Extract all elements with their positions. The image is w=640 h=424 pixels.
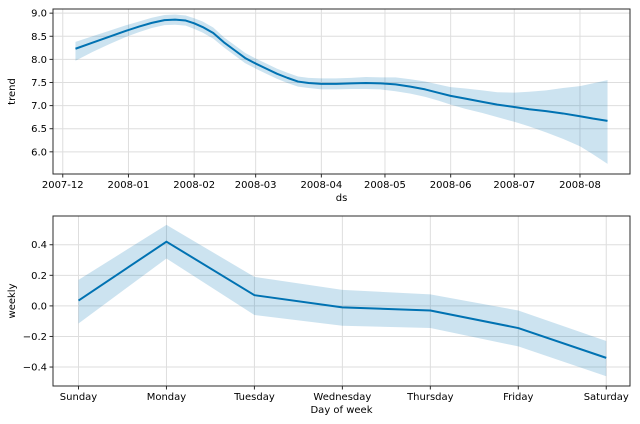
x-tick-label: 2008-05 xyxy=(364,180,406,191)
x-tick-label: Tuesday xyxy=(233,392,275,403)
tick-marks xyxy=(49,244,607,390)
y-tick-label: 9.0 xyxy=(31,9,47,20)
y-tick-label: 6.5 xyxy=(31,124,47,135)
y-tick-label: 8.5 xyxy=(31,32,47,43)
x-tick-label: 2008-07 xyxy=(493,180,535,191)
axes-border xyxy=(52,215,631,387)
x-tick-label: 2008-02 xyxy=(173,180,215,191)
tick-marks xyxy=(49,12,581,178)
y-tick-labels: 6.0 6.5 7.0 7.5 8.0 8.5 9.0 xyxy=(31,9,47,159)
weekly-axes: Sunday Monday Tuesday Wednesday Thursday Frid… xyxy=(7,215,631,416)
weekly-uncertainty-band xyxy=(78,224,607,377)
x-tick-label: Friday xyxy=(503,392,533,403)
y-tick-label: 7.5 xyxy=(31,78,47,89)
y-axis-label: trend xyxy=(7,78,18,105)
y-tick-label: 7.0 xyxy=(31,101,47,112)
y-tick-label: 8.0 xyxy=(31,55,47,66)
y-tick-label: −0.4 xyxy=(23,363,47,374)
x-tick-label: 2007-12 xyxy=(42,180,84,191)
x-tick-label: 2008-01 xyxy=(108,180,150,191)
trend-line xyxy=(75,18,608,122)
y-axis-label: weekly xyxy=(7,283,18,318)
x-tick-label: 2008-08 xyxy=(559,180,601,191)
y-tick-label: 0.2 xyxy=(31,271,47,282)
grid-lines xyxy=(53,216,630,386)
x-tick-label: Sunday xyxy=(60,392,97,403)
x-axis-label: ds xyxy=(336,193,348,204)
y-tick-labels: −0.4 −0.2 0.0 0.2 0.4 xyxy=(23,240,47,373)
x-tick-label: Monday xyxy=(147,392,187,403)
x-tick-label: 2008-03 xyxy=(235,180,277,191)
x-tick-label: Wednesday xyxy=(313,392,371,403)
weekly-line xyxy=(77,240,607,359)
y-tick-label: 0.4 xyxy=(31,240,47,251)
x-tick-labels: 2007-12 2008-01 2008-02 2008-03 2008-04 2008-… xyxy=(42,180,601,191)
x-tick-labels: Sunday Monday Tuesday Wednesday Thursday Frid… xyxy=(60,392,629,403)
axes-border xyxy=(52,8,631,175)
x-tick-label: Thursday xyxy=(406,392,454,403)
y-tick-label: −0.2 xyxy=(23,332,47,343)
trend-axes: 2007-12 2008-01 2008-02 2008-03 2008-04 2008-… xyxy=(7,8,631,204)
x-tick-label: 2008-04 xyxy=(300,180,342,191)
grid-lines xyxy=(53,9,630,174)
y-tick-label: 6.0 xyxy=(31,147,47,158)
x-tick-label: 2008-06 xyxy=(430,180,472,191)
x-tick-label: Saturday xyxy=(584,392,629,403)
y-tick-label: 0.0 xyxy=(31,301,47,312)
trend-uncertainty-band xyxy=(75,14,608,164)
x-axis-label: Day of week xyxy=(310,405,372,416)
